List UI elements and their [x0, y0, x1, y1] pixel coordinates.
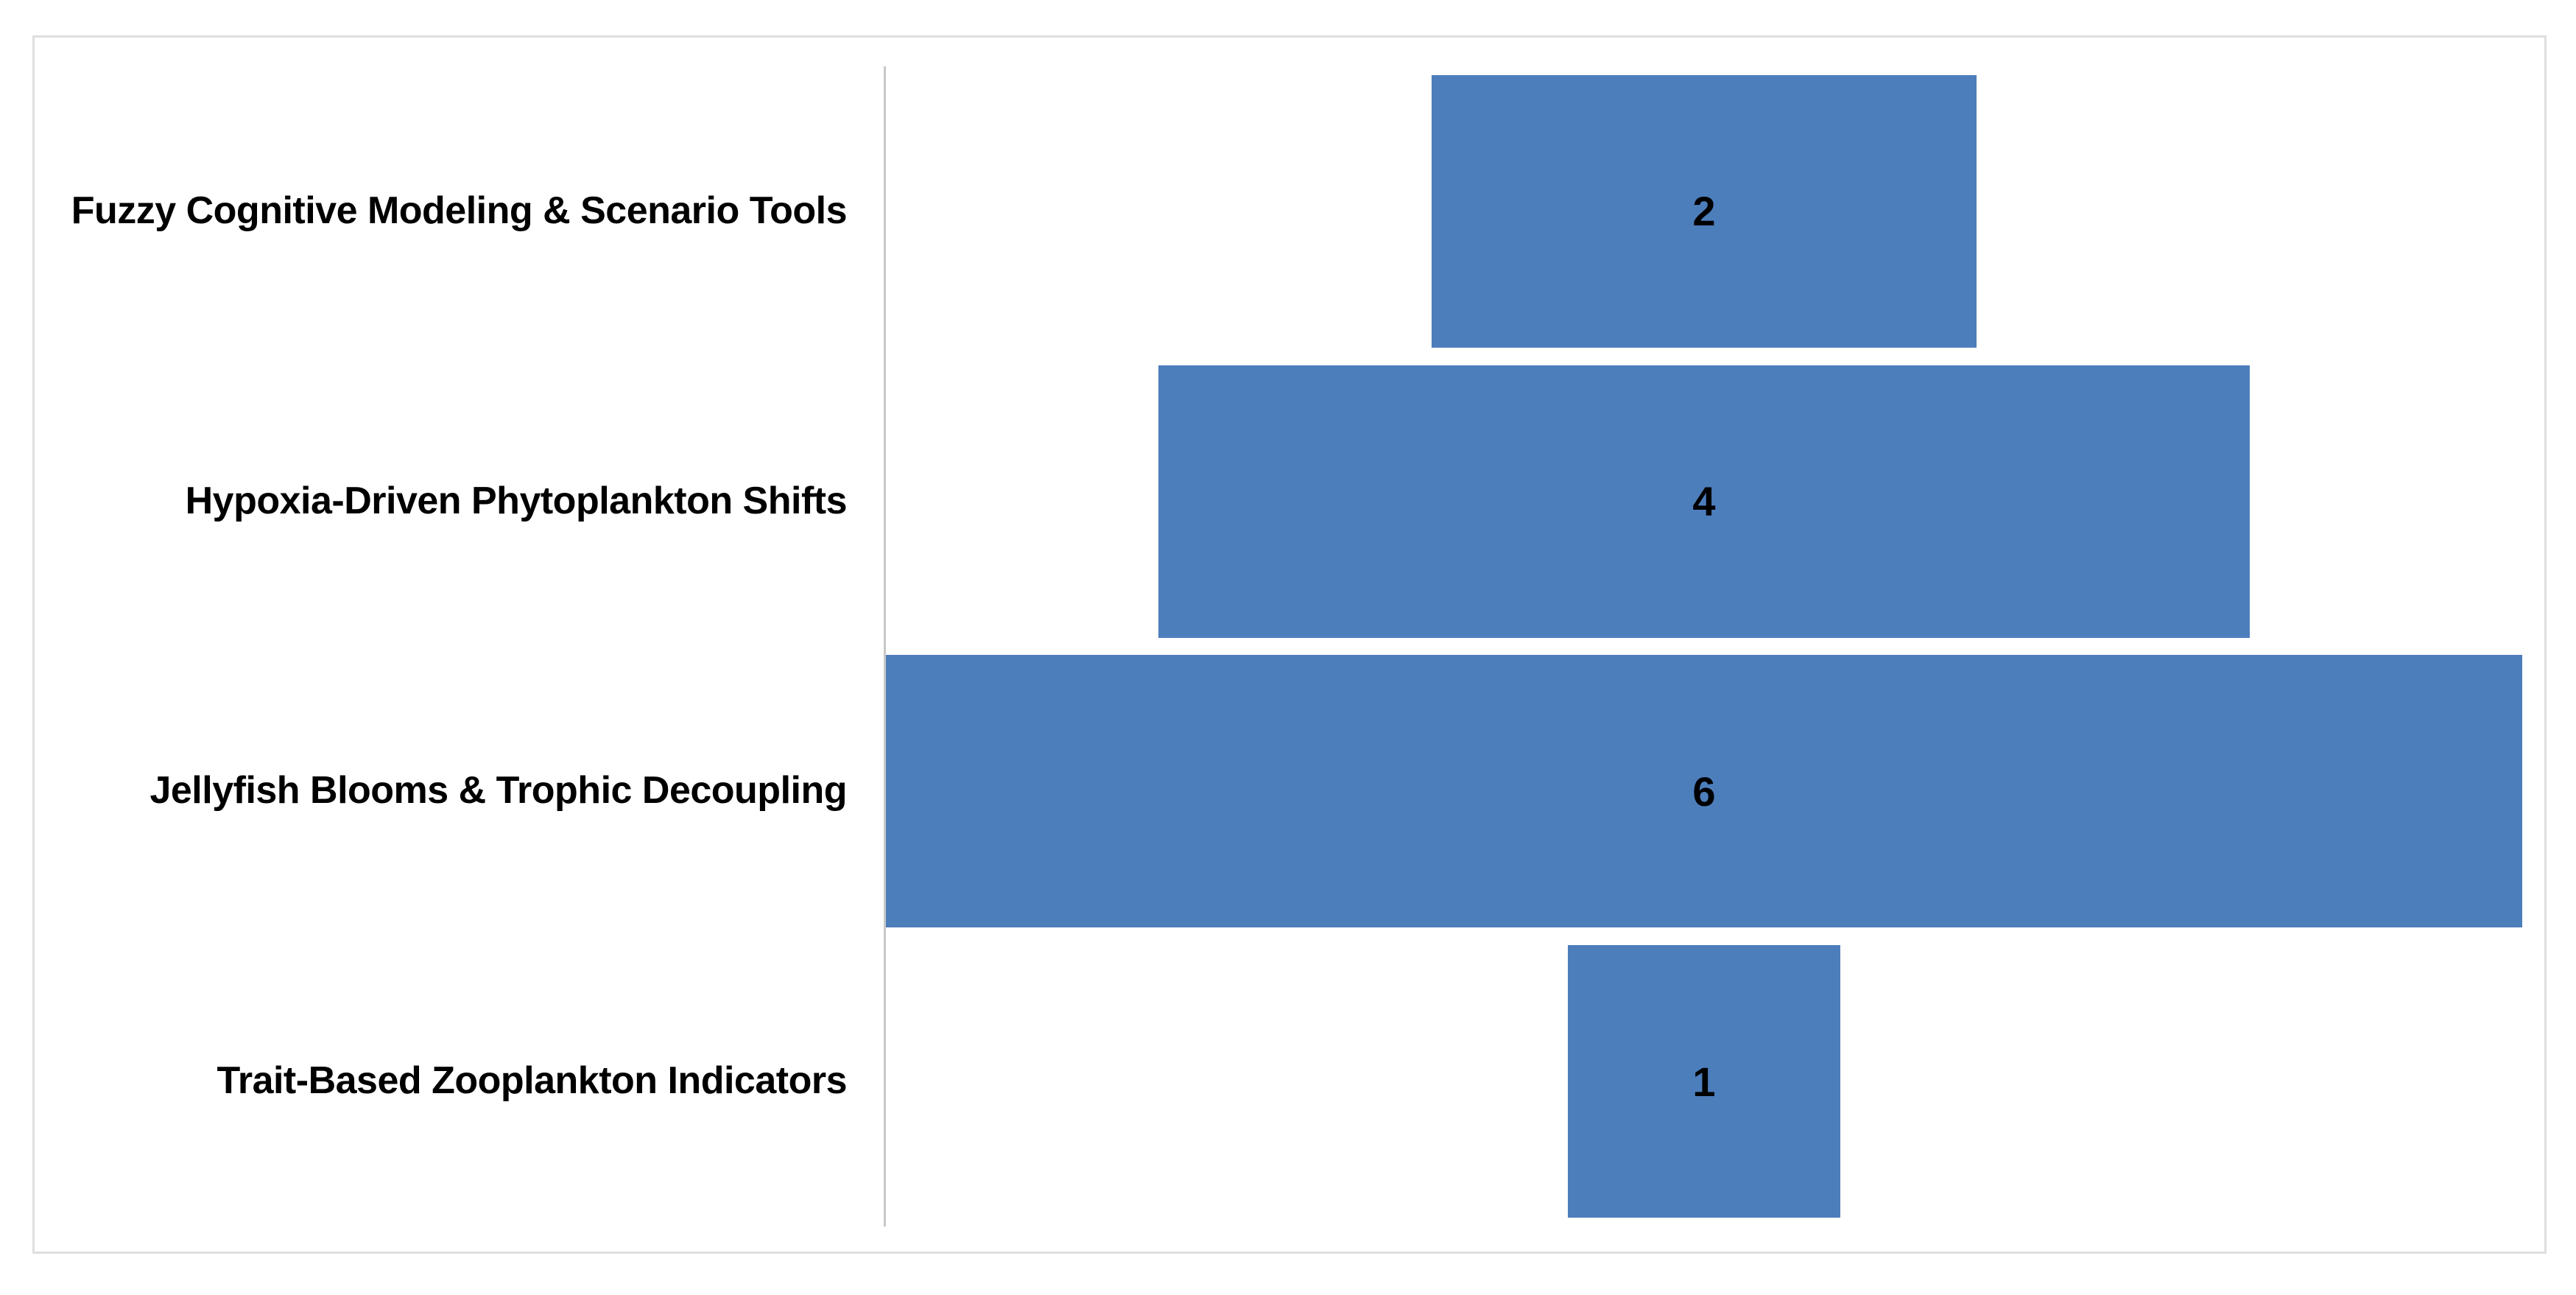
bar: 2 [1431, 74, 1977, 348]
chart-plot-and-labels: Fuzzy Cognitive Modeling & Scenario Tool… [35, 66, 2522, 1226]
category-label: Fuzzy Cognitive Modeling & Scenario Tool… [71, 189, 848, 232]
bar: 1 [1567, 945, 1841, 1218]
chart-row: Fuzzy Cognitive Modeling & Scenario Tool… [35, 66, 2522, 357]
bar-value-label: 1 [1692, 1058, 1716, 1105]
bar-area: 4 [884, 356, 2522, 647]
chart-row: Trait-Based Zooplankton Indicators 1 [35, 936, 2522, 1226]
bar-area: 6 [884, 646, 2522, 937]
chart-row: Jellyfish Blooms & Trophic Decoupling 6 [35, 646, 2522, 937]
bar: 4 [1158, 365, 2250, 638]
category-label: Trait-Based Zooplankton Indicators [217, 1059, 847, 1103]
chart-row: Hypoxia-Driven Phytoplankton Shifts 4 [35, 356, 2522, 647]
category-label: Hypoxia-Driven Phytoplankton Shifts [185, 479, 848, 522]
bar-area: 1 [884, 936, 2522, 1226]
category-label: Jellyfish Blooms & Trophic Decoupling [149, 769, 847, 813]
bar-value-label: 6 [1692, 768, 1716, 815]
bar-value-label: 4 [1692, 478, 1716, 525]
bar-area: 2 [884, 66, 2522, 357]
chart-frame: Fuzzy Cognitive Modeling & Scenario Tool… [32, 35, 2547, 1254]
bar: 6 [886, 655, 2522, 928]
bar-value-label: 2 [1692, 188, 1716, 235]
